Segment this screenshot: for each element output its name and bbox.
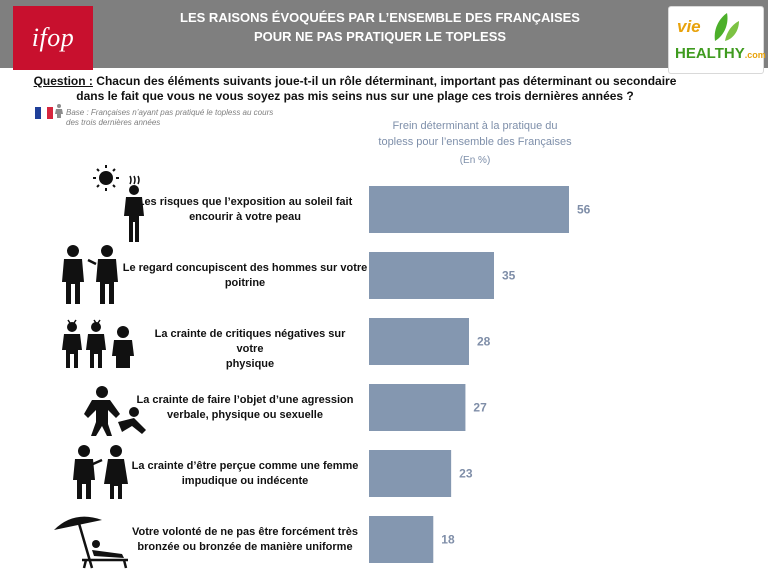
category-label-line-2: verbale, physique ou sexuelle (167, 408, 323, 421)
bar-value-3: 28 (477, 335, 491, 349)
people-judging-icon (73, 445, 128, 499)
category-label-3: La crainte de critiques négatives sur vo… (140, 327, 360, 372)
category-label-line-2: bronzée ou bronzée de manière uniforme (137, 540, 353, 553)
bar-value-1: 56 (577, 203, 591, 217)
aggression-icon (84, 386, 146, 436)
category-label-line-1: Les risques que l’exposition au soleil f… (137, 195, 353, 208)
chart-unit: (En %) (459, 155, 491, 166)
bar-2 (369, 252, 494, 299)
bar-value-2: 35 (502, 269, 516, 283)
question-text: Chacun des éléments suivants joue-t-il u… (76, 74, 677, 103)
brand-com: .com (744, 50, 766, 60)
umbrella-lounger-icon (54, 516, 128, 569)
bar-3 (369, 318, 469, 365)
title-line-1: LES RAISONS ÉVOQUÉES PAR L’ENSEMBLE DES … (180, 10, 580, 25)
brand-vie: vie (677, 17, 701, 36)
category-label-line-1: La crainte de critiques négatives sur vo… (154, 327, 346, 355)
title-line-2: POUR NE PAS PRATIQUER LE TOPLESS (253, 29, 507, 44)
sun-person-icon (93, 165, 144, 242)
chart-header: Frein déterminant à la pratique du tople… (360, 118, 590, 169)
bar-1 (369, 186, 569, 233)
french-flag-icon (35, 107, 53, 119)
group-criticism-icon (62, 319, 134, 368)
page-title: LES RAISONS ÉVOQUÉES PAR L’ENSEMBLE DES … (120, 8, 640, 46)
category-label-line-1: Le regard concupiscent des hommes sur vo… (122, 261, 368, 274)
bar-value-6: 18 (441, 533, 455, 547)
category-label-4: La crainte de faire l’objet d’une agress… (135, 393, 355, 423)
category-label-line-2: encourir à votre peau (189, 210, 301, 223)
base-line-1: Base : Françaises n’ayant pas pratiqué l… (66, 108, 274, 117)
category-label-1: Les risques que l’exposition au soleil f… (130, 195, 360, 225)
brand-healthy-text: HEALTHY (675, 45, 745, 62)
bar-value-4: 27 (473, 401, 487, 415)
men-staring-icon (62, 245, 118, 304)
vie-healthy-logo: vie HEALTHY.com (668, 6, 766, 74)
category-label-line-2: physique (225, 357, 275, 370)
category-label-5: La crainte d’être perçue comme une femme… (130, 459, 360, 489)
leaf-icon (714, 13, 739, 41)
ifop-logo: ifop (13, 6, 93, 70)
category-label-6: Votre volonté de ne pas être forcément t… (125, 525, 365, 555)
category-label-line-1: Votre volonté de ne pas être forcément t… (132, 525, 358, 538)
category-label-line-2: impudique ou indécente (181, 474, 309, 487)
question-label: Question : (33, 74, 93, 88)
bar-value-5: 23 (459, 467, 473, 481)
category-label-line-1: La crainte d’être perçue comme une femme (131, 459, 359, 472)
question: Question : Chacun des éléments suivants … (30, 74, 680, 104)
bar-5 (369, 450, 452, 497)
category-label-2: Le regard concupiscent des hommes sur vo… (120, 261, 370, 291)
bar-6 (369, 516, 434, 563)
base-note: Base : Françaises n’ayant pas pratiqué l… (66, 108, 306, 128)
header-bar: LES RAISONS ÉVOQUÉES PAR L’ENSEMBLE DES … (0, 0, 768, 68)
chart-header-line-1: Frein déterminant à la pratique du (392, 120, 558, 132)
bar-4 (369, 384, 466, 431)
brand-healthy: HEALTHY.com (675, 45, 766, 62)
category-label-line-2: poitrine (224, 276, 266, 289)
woman-icon (55, 104, 63, 118)
chart-header-line-2: topless pour l’ensemble des Françaises (378, 136, 572, 148)
category-label-line-1: La crainte de faire l’objet d’une agress… (136, 393, 354, 406)
base-line-2: des trois dernières années (66, 118, 161, 127)
